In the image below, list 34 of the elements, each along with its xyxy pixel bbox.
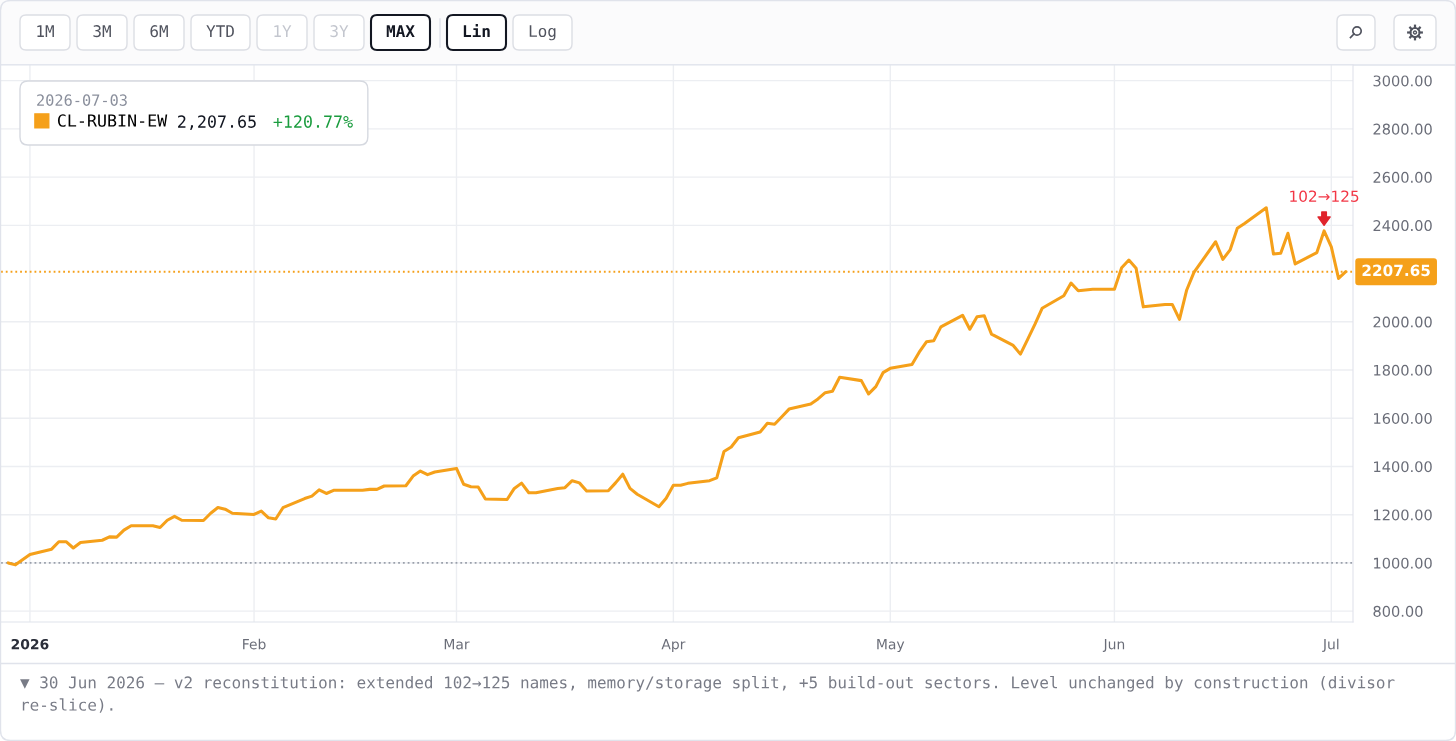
annotation: 2,207.65 <box>178 115 256 130</box>
text: YTD <box>206 25 234 37</box>
y-tick-label: 1400.00 <box>1374 461 1432 473</box>
x-tick-label: Jul <box>1322 638 1339 652</box>
text: Lin <box>463 23 490 37</box>
y-tick-label: 800.00 <box>1373 605 1423 617</box>
text: Log <box>529 25 556 41</box>
y-tick-label: 1000.00 <box>1374 557 1432 569</box>
text: 6M <box>150 25 168 38</box>
y-tick-label: 3000.00 <box>1373 75 1432 87</box>
y-tick-label: 1800.00 <box>1374 364 1432 376</box>
legend-title: 2026-07-03 <box>37 94 127 106</box>
x-tick-label: May <box>877 639 905 653</box>
x-tick-label: Apr <box>661 639 686 653</box>
ref-line-label: 2207.65 <box>1362 264 1430 277</box>
y-tick-label: 2400.00 <box>1373 220 1432 232</box>
text: 3Y <box>330 25 349 38</box>
text: 1M <box>37 25 54 37</box>
text: MAX <box>386 25 415 37</box>
y-tick-label: 1600.00 <box>1374 412 1432 424</box>
y-tick-label: 2600.00 <box>1373 171 1432 183</box>
text: 1Y <box>274 25 292 37</box>
annotation: 102→125 <box>1290 190 1359 202</box>
annotation: +120.77% <box>273 115 353 128</box>
x-tick-label: Jun <box>1102 639 1125 652</box>
y-tick-label: 1200.00 <box>1374 509 1432 521</box>
y-tick-label: 2000.00 <box>1373 316 1432 328</box>
legend-label: CL-RUBIN-EW <box>57 114 168 127</box>
text: ▼ 30 Jun 2026 — v2 reconstitution: extended 102→125 names, memory/storage split, +5 build-out sectors. Level unchanged by construction (divisor re-slice). <box>20 676 1395 713</box>
x-tick-label: Feb <box>243 638 266 650</box>
text: 3M <box>93 25 111 38</box>
y-tick-label: 2800.00 <box>1373 123 1432 135</box>
x-tick-label: Mar <box>444 639 470 650</box>
x-tick-label: 2026 <box>11 638 49 650</box>
